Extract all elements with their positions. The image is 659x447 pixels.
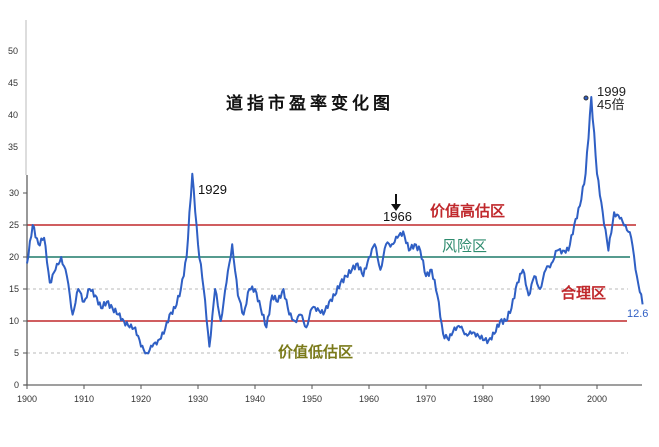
annotation-last-value: 12.6	[627, 308, 648, 320]
x-tick-label: 1910	[74, 394, 94, 404]
x-tick-label: 2000	[587, 394, 607, 404]
y-tick-label: 35	[8, 142, 18, 152]
y-tick-label: 30	[9, 188, 19, 198]
x-tick-label: 1960	[359, 394, 379, 404]
reference-lines	[27, 224, 636, 354]
down-arrow-icon	[391, 194, 401, 211]
zone-risk-label: 风险区	[442, 237, 487, 255]
annotation-1966: 1966	[383, 209, 412, 224]
zone-reasonable-label: 合理区	[560, 284, 606, 302]
x-tick-label: 1920	[131, 394, 151, 404]
x-tick-label: 1990	[530, 394, 550, 404]
chart-title: 道指市盈率变化图	[226, 93, 394, 114]
annotation-1929: 1929	[198, 182, 227, 197]
zone-undervalued-label: 价值低估区	[278, 343, 353, 361]
y-ticks: 0 5 10 15 20 25 30 35 40 45 50	[8, 46, 27, 390]
y-tick-label: 40	[8, 110, 18, 120]
y-tick-label: 20	[9, 252, 19, 262]
x-tick-label: 1970	[416, 394, 436, 404]
y-tick-label: 50	[8, 46, 18, 56]
annotation-1999-year: 1999	[597, 84, 626, 99]
y-tick-label: 5	[14, 348, 19, 358]
annotation-1999-value: 45倍	[597, 97, 624, 112]
x-tick-label: 1900	[17, 394, 37, 404]
y-tick-label: 10	[9, 316, 19, 326]
x-tick-label: 1940	[245, 394, 265, 404]
zone-overvalued-label: 价值高估区	[430, 202, 505, 220]
x-tick-label: 1980	[473, 394, 493, 404]
y-tick-label: 25	[9, 220, 19, 230]
y-tick-label: 45	[8, 78, 18, 88]
y-tick-label: 15	[9, 284, 19, 294]
peak-1999-marker	[583, 95, 589, 101]
x-tick-label: 1930	[188, 394, 208, 404]
y-tick-label: 0	[14, 380, 19, 390]
pe-ratio-line	[26, 96, 644, 355]
x-tick-label: 1950	[302, 394, 322, 404]
x-ticks: 1900 1910 1920 1930 1940 1950 1960 1970 1980 1990…	[17, 385, 607, 404]
